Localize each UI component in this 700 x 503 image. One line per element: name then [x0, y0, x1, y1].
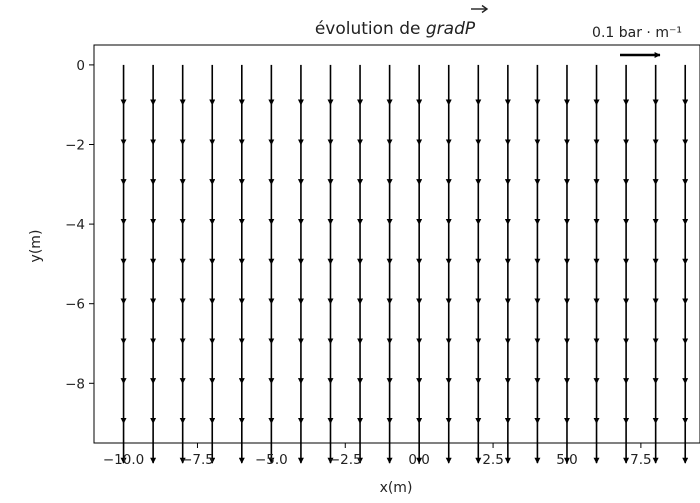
x-tick-label-5: 2.5	[482, 452, 503, 468]
x-tick-label-2: −5.0	[255, 452, 288, 468]
x-tick-label-1: −7.5	[181, 452, 214, 468]
x-tick-label-0: −10.0	[103, 452, 144, 468]
plot-frame	[93, 44, 700, 444]
chart-title-prefix: évolution de	[315, 19, 426, 39]
y-axis-label: y(m)	[28, 230, 44, 263]
y-tick-label-4: −8	[65, 376, 85, 392]
x-tick-label-7: 7.5	[630, 452, 651, 468]
x-tick-label-4: 0.0	[408, 452, 429, 468]
vector-field	[120, 64, 689, 464]
y-tick-label-3: −6	[65, 297, 85, 313]
chart-title: évolution de gradP	[315, 19, 476, 39]
y-tick-label-2: −4	[65, 217, 85, 233]
y-tick-label-0: 0	[76, 58, 85, 74]
quiver-key-label: 0.1 bar · m⁻¹	[592, 25, 682, 41]
y-tick-label-1: −2	[65, 138, 85, 154]
x-tick-label-6: 5.0	[556, 452, 577, 468]
x-tick-label-3: −2.5	[329, 452, 362, 468]
x-axis-label: x(m)	[380, 480, 413, 496]
y-axis-ticks: 0 −2 −4 −6 −8	[65, 58, 94, 392]
title-vector-arrow	[471, 4, 489, 14]
x-axis-ticks: −10.0 −7.5 −5.0 −2.5 0.0 2.5 5.0 7.5	[103, 443, 652, 468]
chart-title-math: gradP	[426, 19, 476, 39]
